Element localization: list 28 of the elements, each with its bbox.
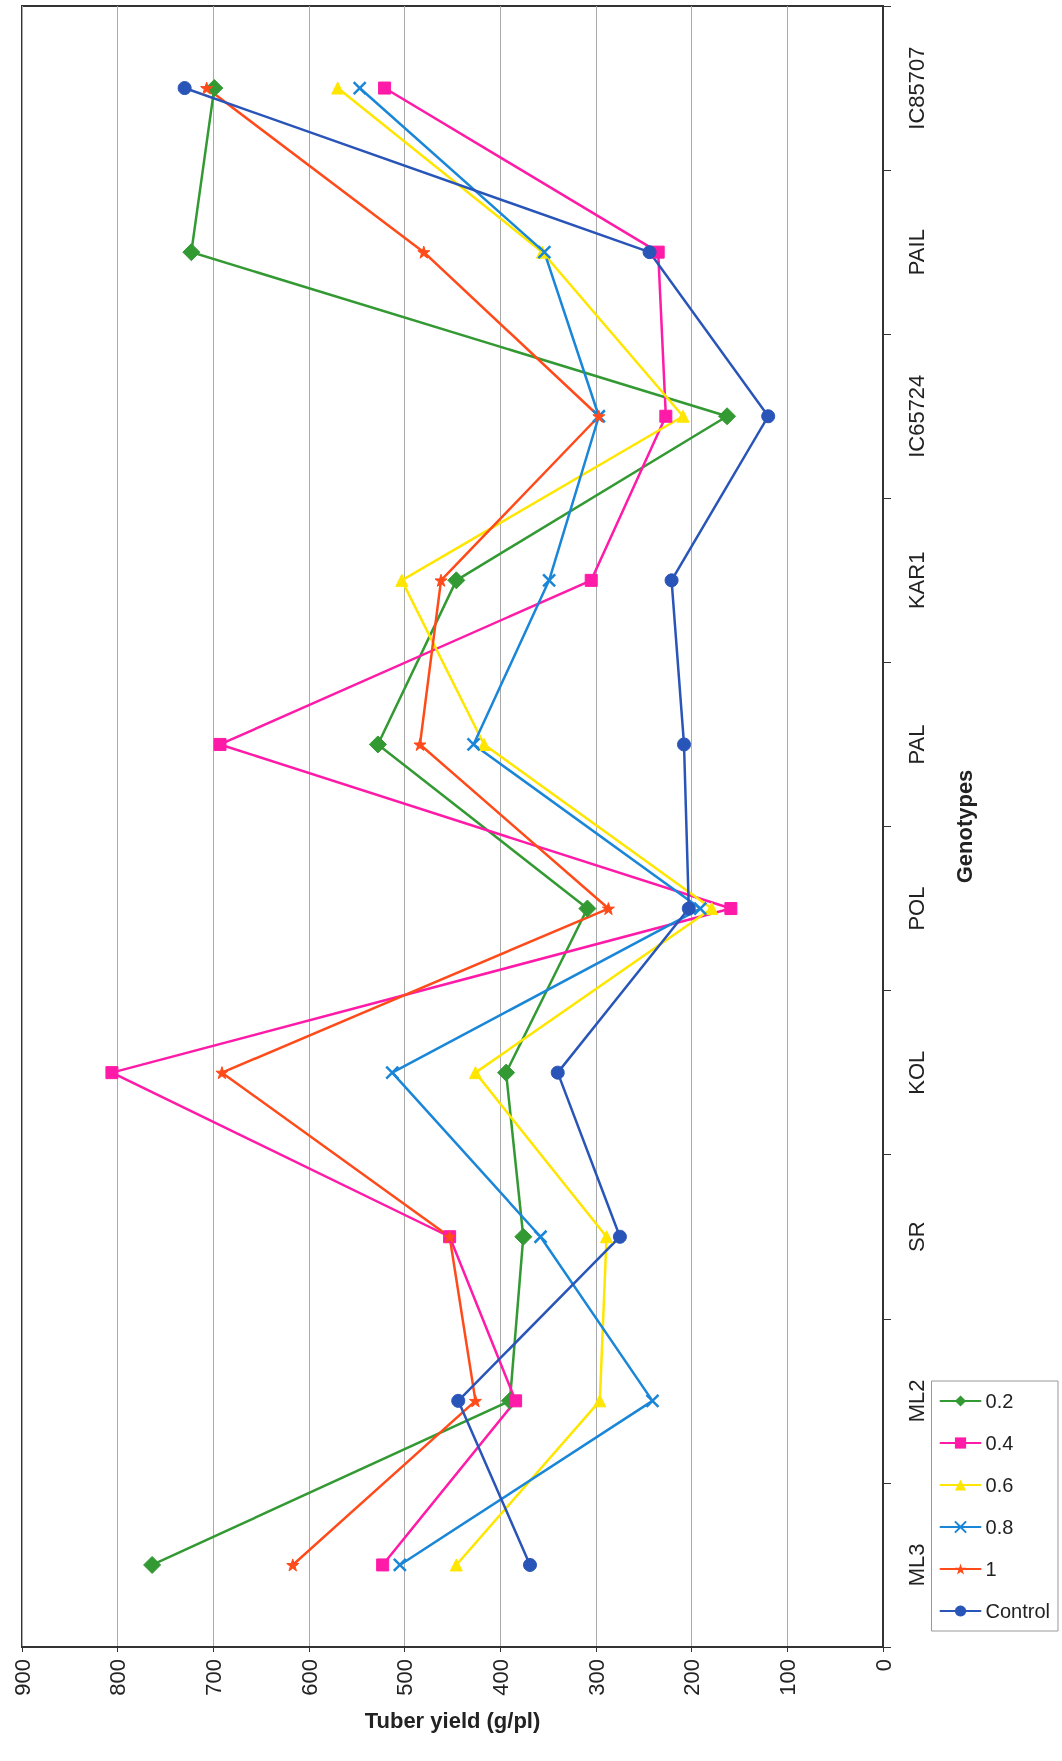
legend-label: 1 <box>985 1558 997 1580</box>
x-axis-title: Tuber yield (g/pl) <box>364 1707 541 1733</box>
x-tick-label: 700 <box>200 1659 226 1696</box>
y-tick-label: IC65724 <box>903 374 929 458</box>
y-tick-label: IC85707 <box>903 46 929 130</box>
x-tick-label: 200 <box>679 1659 705 1696</box>
y-tick-label: PAL <box>903 724 929 765</box>
y-tick-label: POL <box>903 886 929 931</box>
x-tick-label: 400 <box>487 1659 513 1696</box>
legend-label: 0.8 <box>985 1516 1014 1538</box>
y-tick-label: SR <box>903 1221 929 1253</box>
legend-label: 0.4 <box>985 1432 1014 1454</box>
legend-label: 0.2 <box>985 1390 1014 1412</box>
x-tick-label: 800 <box>105 1659 131 1696</box>
legend-label: Control <box>985 1600 1051 1622</box>
y-tick-label: KAR1 <box>903 551 929 610</box>
x-tick-label: 600 <box>296 1659 322 1696</box>
x-tick-label: 500 <box>392 1659 418 1696</box>
x-tick-label: 100 <box>774 1659 800 1696</box>
y-axis-title: Genotypes <box>951 769 977 884</box>
y-tick-label: KOL <box>903 1050 929 1095</box>
x-tick-label: 0 <box>870 1659 896 1672</box>
legend-label: 0.6 <box>985 1474 1014 1496</box>
y-tick-label: ML2 <box>903 1379 929 1423</box>
y-tick-label: PAIL <box>903 229 929 276</box>
x-tick-label: 900 <box>9 1659 35 1696</box>
y-tick-label: ML3 <box>903 1543 929 1587</box>
x-tick-label: 300 <box>583 1659 609 1696</box>
